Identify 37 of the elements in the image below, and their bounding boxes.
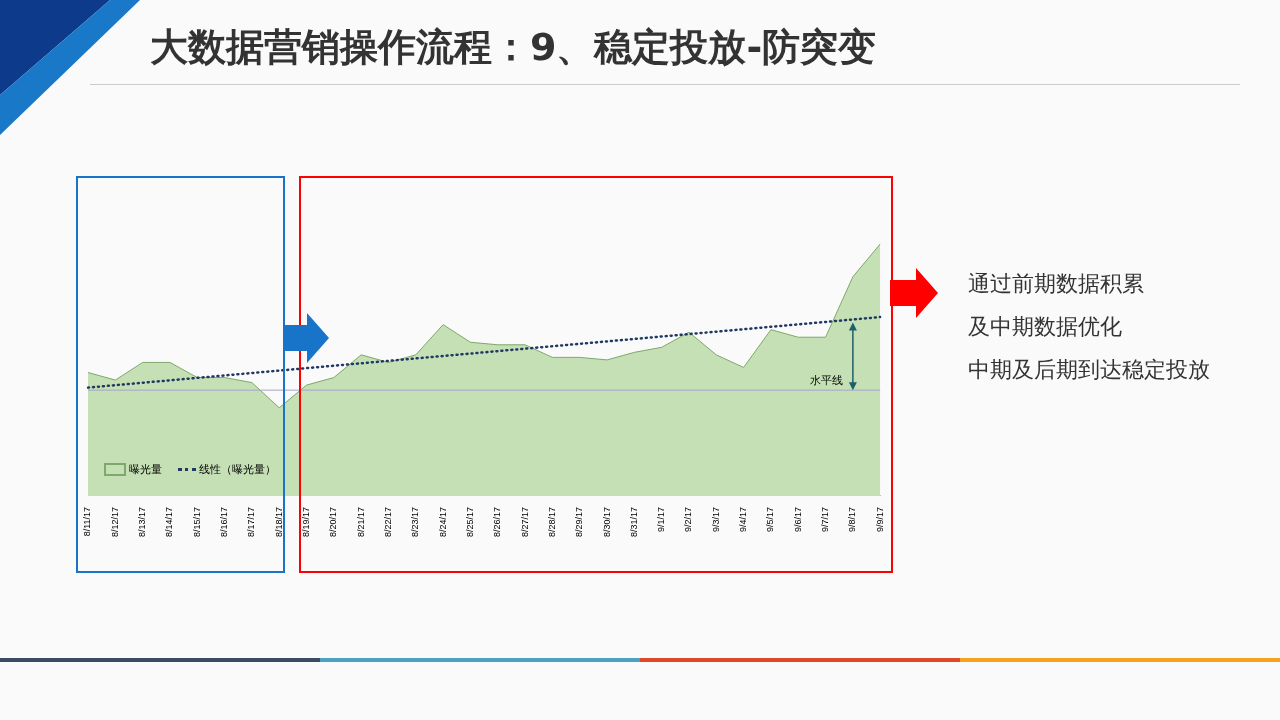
x-tick-label: 8/13/17 — [137, 506, 148, 537]
x-tick-label: 8/31/17 — [628, 506, 639, 537]
x-tick-label: 8/29/17 — [574, 506, 585, 537]
x-tick-label: 8/25/17 — [464, 506, 475, 537]
chart-title: 大数据营销操作流程：9、稳定投放-防突变 — [150, 24, 878, 71]
text: 及中期数据优化 — [968, 313, 1123, 341]
x-tick-label: 8/21/17 — [355, 506, 366, 537]
x-tick-label: 9/4/17 — [738, 506, 749, 532]
x-tick-label: 9/6/17 — [792, 506, 803, 532]
x-tick-label: 9/7/17 — [820, 506, 831, 532]
x-tick-label: 9/9/17 — [874, 506, 885, 532]
x-tick-label: 8/20/17 — [328, 506, 339, 537]
x-tick-label: 8/24/17 — [437, 506, 448, 537]
x-tick-label: 8/27/17 — [519, 506, 530, 537]
x-tick-label: 8/22/17 — [382, 506, 393, 537]
x-tick-label: 8/26/17 — [492, 506, 503, 537]
x-tick-label: 8/19/17 — [301, 506, 312, 537]
ref-line-label: 水平线 — [809, 373, 843, 387]
x-tick-label: 9/2/17 — [683, 506, 694, 532]
x-tick-label: 8/18/17 — [273, 506, 284, 537]
x-tick-label: 9/3/17 — [710, 506, 721, 532]
x-tick-label: 9/5/17 — [765, 506, 776, 532]
legend-label: 线性（曝光量） — [199, 461, 276, 477]
x-tick-label: 8/30/17 — [601, 506, 612, 537]
x-tick-label: 9/1/17 — [656, 506, 667, 532]
x-tick-label: 9/8/17 — [847, 506, 858, 532]
x-tick-label: 8/17/17 — [246, 506, 257, 537]
x-tick-label: 8/12/17 — [109, 506, 120, 537]
x-tick-label: 8/15/17 — [191, 506, 202, 537]
text: 中期及后期到达稳定投放 — [968, 356, 1210, 384]
x-tick-label: 8/11/17 — [82, 506, 93, 537]
text: 通过前期数据积累 — [968, 270, 1145, 298]
x-tick-label: 8/16/17 — [219, 506, 230, 537]
legend-label: 曝光量 — [129, 461, 162, 477]
x-tick-label: 8/28/17 — [546, 506, 557, 537]
x-tick-label: 8/14/17 — [164, 506, 175, 537]
x-tick-label: 8/23/17 — [410, 506, 421, 537]
